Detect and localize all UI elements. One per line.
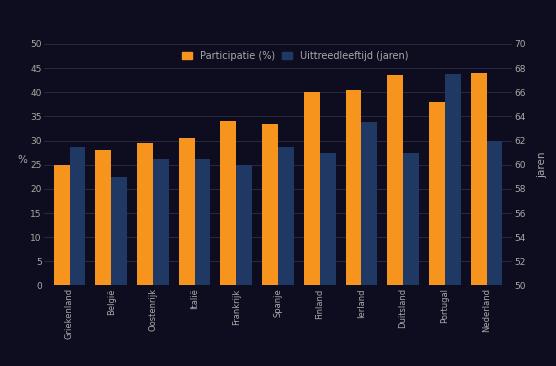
- Bar: [471, 73, 486, 285]
- Bar: [70, 147, 86, 285]
- Bar: [53, 165, 70, 285]
- Bar: [195, 159, 211, 285]
- Bar: [153, 159, 169, 285]
- Bar: [111, 177, 127, 285]
- Bar: [486, 141, 503, 285]
- Bar: [361, 122, 378, 285]
- Bar: [387, 75, 403, 285]
- Bar: [445, 74, 461, 285]
- Y-axis label: jaren: jaren: [537, 152, 547, 178]
- Bar: [345, 90, 361, 285]
- Bar: [304, 92, 320, 285]
- Y-axis label: %: %: [17, 155, 27, 165]
- Bar: [137, 143, 153, 285]
- Bar: [262, 124, 278, 285]
- Bar: [429, 102, 445, 285]
- Bar: [403, 153, 419, 285]
- Bar: [220, 121, 236, 285]
- Bar: [179, 138, 195, 285]
- Bar: [278, 147, 294, 285]
- Bar: [236, 165, 252, 285]
- Bar: [96, 150, 111, 285]
- Legend: Participatie (%), Uittreedleeftijd (jaren): Participatie (%), Uittreedleeftijd (jare…: [180, 49, 410, 63]
- Bar: [320, 153, 336, 285]
